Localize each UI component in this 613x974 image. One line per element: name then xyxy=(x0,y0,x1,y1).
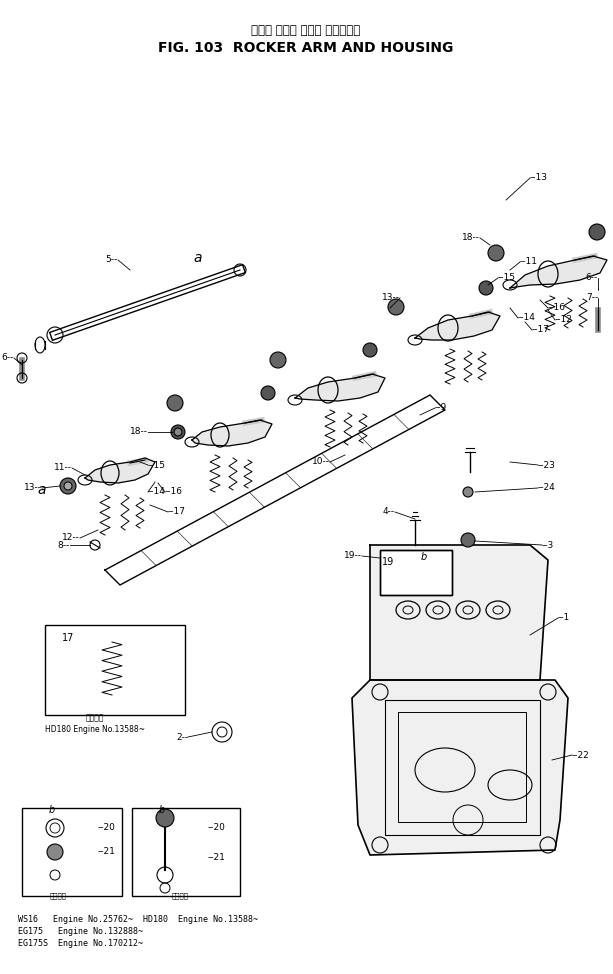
Bar xyxy=(132,808,240,896)
Polygon shape xyxy=(192,420,272,446)
Polygon shape xyxy=(105,395,445,585)
Text: 17: 17 xyxy=(62,633,74,643)
Text: --17: --17 xyxy=(532,325,550,334)
Circle shape xyxy=(589,224,605,240)
Text: --12: --12 xyxy=(555,316,573,324)
Polygon shape xyxy=(85,458,155,483)
Circle shape xyxy=(261,386,275,400)
Text: 適用号機: 適用号機 xyxy=(86,714,104,723)
Text: b: b xyxy=(49,805,55,815)
Text: --23: --23 xyxy=(538,461,556,469)
Text: 適用号機: 適用号機 xyxy=(172,893,189,899)
Polygon shape xyxy=(370,545,548,680)
Text: --20: --20 xyxy=(98,823,116,833)
Text: ロッカ アーム および ハウジング: ロッカ アーム および ハウジング xyxy=(251,23,360,36)
Polygon shape xyxy=(415,312,500,340)
Text: 18--: 18-- xyxy=(462,234,480,243)
Text: --16: --16 xyxy=(548,304,566,313)
Text: 5--: 5-- xyxy=(106,255,118,265)
Text: FIG. 103  ROCKER ARM AND HOUSING: FIG. 103 ROCKER ARM AND HOUSING xyxy=(158,41,454,55)
Text: 7--: 7-- xyxy=(586,293,598,303)
Text: a: a xyxy=(38,483,46,497)
Circle shape xyxy=(167,395,183,411)
Text: 11--: 11-- xyxy=(54,464,72,472)
Polygon shape xyxy=(510,256,607,288)
Text: EG175S  Engine No.170212~: EG175S Engine No.170212~ xyxy=(18,940,143,949)
Circle shape xyxy=(463,487,473,497)
Text: a: a xyxy=(194,251,202,265)
Polygon shape xyxy=(352,680,568,855)
Text: --21: --21 xyxy=(98,847,116,856)
Text: --14: --14 xyxy=(148,488,166,497)
Circle shape xyxy=(479,281,493,295)
Circle shape xyxy=(388,299,404,315)
Text: 18--: 18-- xyxy=(130,428,148,436)
Text: b: b xyxy=(159,805,165,815)
Text: --17: --17 xyxy=(168,507,186,516)
Text: --9: --9 xyxy=(435,403,447,413)
Polygon shape xyxy=(295,374,385,401)
Bar xyxy=(398,712,526,822)
Text: 6--: 6-- xyxy=(2,354,14,362)
Text: 10--: 10-- xyxy=(312,458,330,467)
Text: --13: --13 xyxy=(530,173,548,182)
Text: --11: --11 xyxy=(520,257,538,267)
Bar xyxy=(22,808,122,896)
Text: 4--: 4-- xyxy=(383,507,395,516)
Text: --15: --15 xyxy=(498,274,516,282)
Text: EG175   Engine No.132888~: EG175 Engine No.132888~ xyxy=(18,927,143,936)
Circle shape xyxy=(363,343,377,357)
Circle shape xyxy=(47,844,63,860)
Circle shape xyxy=(156,809,174,827)
Text: --14: --14 xyxy=(518,314,536,322)
Text: b: b xyxy=(421,552,427,562)
Bar xyxy=(380,550,452,595)
Circle shape xyxy=(488,245,504,261)
Circle shape xyxy=(64,482,72,490)
Text: --21: --21 xyxy=(208,853,226,863)
Bar xyxy=(45,625,185,715)
Text: 13--: 13-- xyxy=(24,483,42,493)
Text: 6--: 6-- xyxy=(586,274,598,282)
Text: WS16   Engine No.25762~  HD180  Engine No.13588~: WS16 Engine No.25762~ HD180 Engine No.13… xyxy=(18,916,258,924)
Text: 適用号機: 適用号機 xyxy=(50,893,66,899)
Bar xyxy=(385,700,540,835)
Circle shape xyxy=(60,478,76,494)
Text: --1: --1 xyxy=(558,614,570,622)
Circle shape xyxy=(171,425,185,439)
Text: --20: --20 xyxy=(208,823,226,833)
Text: --24: --24 xyxy=(538,483,556,493)
Text: 2--: 2-- xyxy=(176,732,188,741)
Text: HD180 Engine No.13588~: HD180 Engine No.13588~ xyxy=(45,726,145,734)
Text: 13--: 13-- xyxy=(382,293,400,303)
Text: 19: 19 xyxy=(382,557,394,567)
Bar xyxy=(380,550,452,595)
Text: 19--: 19-- xyxy=(344,551,362,560)
Text: 12--: 12-- xyxy=(62,534,80,543)
Text: --15: --15 xyxy=(148,461,166,469)
Text: --3: --3 xyxy=(542,541,554,549)
Text: --22: --22 xyxy=(572,751,590,760)
Circle shape xyxy=(174,428,182,436)
Text: 8--: 8-- xyxy=(58,541,70,549)
Text: --16: --16 xyxy=(165,488,183,497)
Circle shape xyxy=(270,352,286,368)
Circle shape xyxy=(461,533,475,547)
